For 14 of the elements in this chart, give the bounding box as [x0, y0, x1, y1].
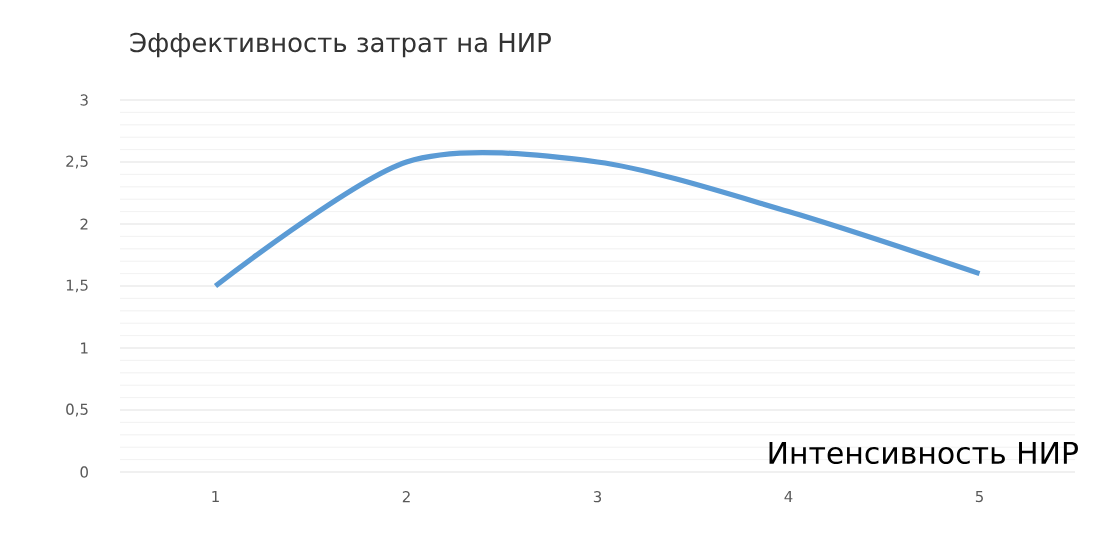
x-tick-label: 1	[212, 491, 219, 502]
y-tick-label: 0,5	[66, 403, 88, 417]
y-tick-label: 2,5	[66, 155, 88, 169]
x-tick-label: 4	[784, 491, 793, 502]
y-tick-label: 3	[80, 94, 88, 106]
x-axis-title: Интенсивность НИР	[769, 441, 1078, 465]
y-tick-label: 1,5	[66, 279, 88, 293]
y-tick-label: 1	[81, 342, 88, 354]
y-axis-title: Эффективность затрат на НИР	[130, 32, 551, 58]
y-tick-label: 0	[80, 466, 88, 478]
x-tick-label: 3	[593, 491, 602, 503]
x-tick-label: 5	[975, 491, 983, 503]
y-tick-label: 2	[80, 218, 88, 230]
x-tick-label: 2	[402, 491, 410, 503]
